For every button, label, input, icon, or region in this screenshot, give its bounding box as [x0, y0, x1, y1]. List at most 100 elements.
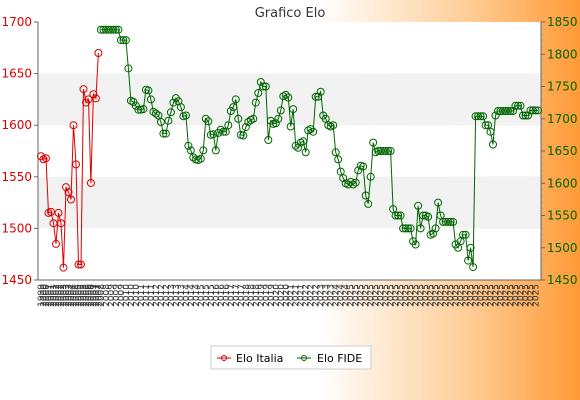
data-point — [309, 127, 318, 136]
legend-box — [210, 345, 372, 370]
x-tick-label: 2025 — [367, 284, 377, 307]
data-point — [396, 211, 405, 220]
x-tick-label: 2021 — [287, 284, 297, 307]
x-tick-label: 2025 — [512, 284, 522, 307]
data-point — [521, 111, 530, 120]
data-point — [274, 114, 283, 123]
data-point — [424, 212, 433, 221]
data-point — [414, 201, 423, 210]
left-tick-label: 1700 — [1, 15, 32, 29]
x-tick-label: 2025 — [492, 284, 502, 307]
data-point — [384, 147, 393, 155]
data-point — [224, 121, 233, 130]
x-tick-label: 2015 — [197, 284, 207, 307]
data-point — [231, 95, 240, 104]
data-point — [381, 147, 390, 155]
data-point — [59, 263, 68, 272]
legend[interactable]: Elo Italia Elo FIDE — [210, 345, 372, 370]
x-tick-label: 2024 — [332, 284, 342, 307]
legend-label-elo-italia: Elo Italia — [236, 352, 283, 365]
data-point — [346, 178, 355, 186]
right-tick-label: 1750 — [547, 80, 578, 94]
x-tick-label: 2001 — [44, 284, 54, 307]
x-tick-label: 2025 — [442, 284, 452, 307]
x-tick-label: 2013 — [177, 284, 187, 307]
x-tick-label: 2025 — [477, 284, 487, 307]
data-point — [64, 188, 73, 197]
x-tick-label: 2025 — [447, 284, 457, 307]
data-point — [461, 230, 470, 239]
right-tick-label: 1650 — [547, 144, 578, 158]
right-tick-label: 1550 — [547, 209, 578, 223]
x-tick-label: 2013 — [167, 284, 177, 307]
data-point — [264, 136, 273, 144]
x-tick-label: 2001 — [49, 284, 59, 307]
data-point — [431, 224, 440, 233]
data-point — [516, 101, 525, 110]
x-tick-label: 2011 — [147, 284, 157, 307]
data-point — [416, 224, 425, 233]
data-point — [419, 211, 428, 220]
x-tick-label: 2004 — [72, 284, 82, 307]
data-point — [411, 240, 420, 249]
x-tick-label: 2025 — [422, 284, 432, 307]
data-point — [166, 108, 175, 117]
data-point — [229, 103, 238, 112]
data-point — [301, 148, 310, 157]
data-point — [506, 107, 515, 115]
series-elo-italia — [37, 49, 103, 272]
data-point — [196, 154, 205, 163]
data-point — [249, 114, 258, 123]
data-point — [259, 82, 268, 91]
data-point — [361, 191, 370, 200]
data-point — [121, 36, 130, 45]
x-tick-label: 2020 — [277, 284, 287, 307]
right-tick-label: 1500 — [547, 241, 578, 255]
data-point — [306, 125, 315, 134]
data-point — [449, 217, 458, 226]
x-tick-label: 2022 — [307, 284, 317, 307]
plot-band — [38, 228, 541, 280]
x-tick-label: 2014 — [182, 284, 192, 307]
x-tick-label: 2003 — [62, 284, 72, 307]
left-tick-label: 1500 — [1, 221, 32, 235]
data-point — [169, 98, 178, 107]
x-tick-label: 2025 — [357, 284, 367, 307]
x-tick-label: 2016 — [212, 284, 222, 307]
data-point — [164, 116, 173, 125]
x-tick-label: 2017 — [232, 284, 242, 307]
data-point — [209, 130, 218, 139]
data-point — [67, 195, 75, 204]
x-tick-label: 2005 — [77, 284, 87, 307]
data-point — [366, 172, 375, 181]
data-point — [504, 107, 512, 115]
legend-item-elo-italia[interactable]: Elo Italia — [217, 352, 283, 365]
data-point — [211, 146, 220, 155]
data-point — [216, 125, 225, 134]
data-point — [114, 25, 123, 34]
data-point — [469, 263, 478, 272]
data-point — [116, 36, 125, 45]
x-tick-label: 2019 — [267, 284, 277, 307]
right-tick-label: 1600 — [547, 176, 578, 190]
x-tick-label: 2025 — [517, 284, 527, 307]
legend-item-elo-fide[interactable]: Elo FIDE — [297, 352, 362, 365]
data-point — [489, 140, 497, 149]
data-point — [52, 239, 60, 248]
x-tick-label: 2024 — [342, 284, 352, 307]
x-tick-label: 2016 — [222, 284, 232, 307]
data-point — [514, 101, 522, 110]
data-point — [84, 95, 93, 104]
data-point — [201, 114, 210, 123]
data-point — [474, 112, 483, 121]
x-tick-label: 2025 — [437, 284, 447, 307]
legend-marker-elo-italia — [221, 355, 227, 361]
data-point — [271, 119, 280, 128]
data-point — [139, 105, 148, 114]
x-tick-label: 2023 — [327, 284, 337, 307]
right-tick-label: 1800 — [547, 47, 578, 61]
x-tick-label: 2025 — [467, 284, 477, 307]
data-point — [111, 25, 120, 34]
plot-bands — [38, 22, 541, 280]
